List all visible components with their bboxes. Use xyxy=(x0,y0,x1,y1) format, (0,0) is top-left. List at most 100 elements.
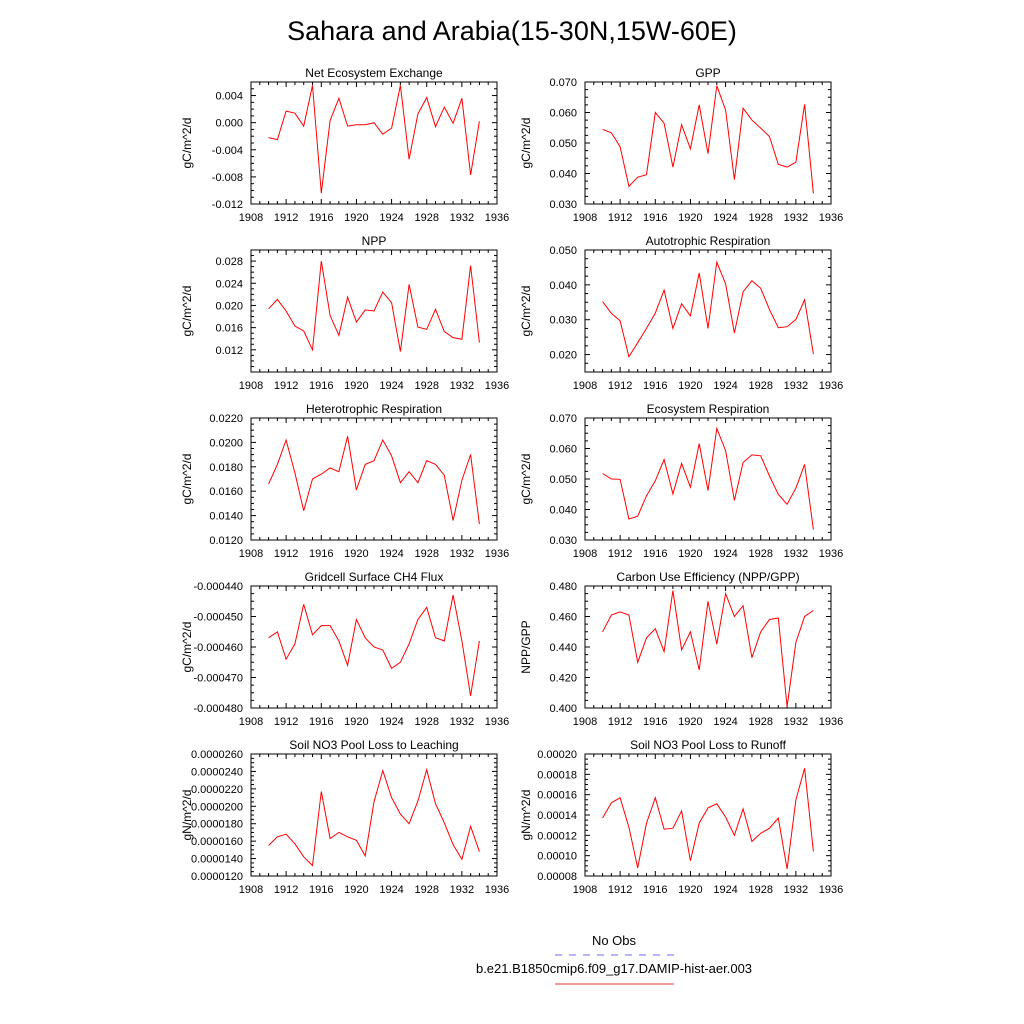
y-axis-label: gC/m^2/d xyxy=(180,286,194,337)
y-axis-label: gC/m^2/d xyxy=(519,286,533,337)
x-tick-label: 1924 xyxy=(379,212,403,224)
x-tick-label: 1928 xyxy=(748,380,772,392)
chart-gpp: GPP 1908 1912 1916 1920 1924 1928 1932 1936 0.030… xyxy=(519,66,843,224)
chart-net-ecosystem-exchange: Net Ecosystem Exchange 1908 1912 1916 1920 19… xyxy=(180,66,509,224)
y-tick-label: 0.000 xyxy=(215,118,243,130)
x-tick-label: 1924 xyxy=(713,212,737,224)
x-tick-label: 1932 xyxy=(784,884,808,896)
y-axis-label: gC/m^2/d xyxy=(519,118,533,169)
y-tick-label: 0.030 xyxy=(549,535,577,547)
y-tick-label: -0.000440 xyxy=(193,581,243,593)
y-tick-label: 0.040 xyxy=(549,505,577,517)
y-tick-label: 0.070 xyxy=(549,413,577,425)
plot-frame xyxy=(584,81,832,205)
series-line xyxy=(268,436,480,525)
x-tick-label: 1920 xyxy=(344,884,368,896)
x-tick-label: 1932 xyxy=(450,380,474,392)
x-tick-label: 1932 xyxy=(784,548,808,560)
x-tick-label: 1908 xyxy=(239,380,263,392)
x-tick-label: 1916 xyxy=(309,884,333,896)
x-tick-label: 1920 xyxy=(344,716,368,728)
chart-title: Net Ecosystem Exchange xyxy=(305,66,443,80)
y-tick-label: 0.420 xyxy=(549,673,577,685)
chart-title: Soil NO3 Pool Loss to Runoff xyxy=(630,738,787,752)
y-tick-label: 0.0140 xyxy=(209,511,243,523)
y-tick-label: 0.030 xyxy=(549,199,577,211)
y-tick-label: 0.0000140 xyxy=(191,854,243,866)
series-line xyxy=(268,261,480,352)
x-tick-label: 1924 xyxy=(713,548,737,560)
x-tick-label: 1920 xyxy=(678,716,702,728)
x-tick-label: 1936 xyxy=(485,716,509,728)
x-tick-label: 1916 xyxy=(309,548,333,560)
chart-title: Gridcell Surface CH4 Flux xyxy=(305,570,444,584)
chart-soil-no3-pool-loss-to-runoff: Soil NO3 Pool Loss to Runoff 1908 1912 1916… xyxy=(519,738,843,896)
legend-label-no-obs: No Obs xyxy=(592,933,637,948)
series-line xyxy=(268,767,480,867)
y-tick-label: 0.440 xyxy=(549,642,577,654)
y-tick-label: -0.000470 xyxy=(193,673,243,685)
x-tick-label: 1928 xyxy=(748,884,772,896)
y-tick-label: 0.0200 xyxy=(209,437,243,449)
x-tick-label: 1932 xyxy=(784,380,808,392)
x-tick-label: 1932 xyxy=(784,212,808,224)
x-tick-label: 1936 xyxy=(485,212,509,224)
y-tick-label: 0.480 xyxy=(549,581,577,593)
plot-frame xyxy=(584,417,832,541)
x-tick-label: 1924 xyxy=(713,884,737,896)
y-tick-label: -0.000480 xyxy=(193,703,243,715)
x-tick-label: 1912 xyxy=(274,548,298,560)
x-tick-label: 1936 xyxy=(819,716,843,728)
x-tick-label: 1912 xyxy=(608,380,632,392)
chart-title: NPP xyxy=(362,234,387,248)
x-tick-label: 1916 xyxy=(309,212,333,224)
series-line xyxy=(602,590,814,707)
y-tick-label: 0.050 xyxy=(549,474,577,486)
x-tick-label: 1928 xyxy=(414,380,438,392)
y-tick-label: 0.060 xyxy=(549,108,577,120)
y-axis-label: gN/m^2/d xyxy=(180,790,194,841)
figure-title: Sahara and Arabia(15-30N,15W-60E) xyxy=(287,16,737,46)
y-tick-label: 0.028 xyxy=(215,256,243,268)
x-tick-label: 1912 xyxy=(274,212,298,224)
x-tick-label: 1936 xyxy=(485,884,509,896)
x-tick-label: 1908 xyxy=(573,716,597,728)
y-tick-label: -0.000460 xyxy=(193,642,243,654)
x-tick-label: 1928 xyxy=(414,548,438,560)
x-tick-label: 1912 xyxy=(608,884,632,896)
x-tick-label: 1912 xyxy=(608,212,632,224)
x-tick-label: 1912 xyxy=(274,716,298,728)
y-tick-label: 0.00016 xyxy=(537,790,577,802)
x-tick-label: 1912 xyxy=(608,548,632,560)
x-tick-label: 1936 xyxy=(819,212,843,224)
x-tick-label: 1916 xyxy=(643,380,667,392)
y-tick-label: 0.0160 xyxy=(209,486,243,498)
x-tick-label: 1924 xyxy=(379,548,403,560)
y-tick-label: 0.00012 xyxy=(537,830,577,842)
y-tick-label: 0.004 xyxy=(215,91,243,103)
x-tick-label: 1928 xyxy=(748,716,772,728)
y-tick-label: 0.030 xyxy=(549,315,577,327)
x-tick-label: 1920 xyxy=(344,380,368,392)
x-tick-label: 1936 xyxy=(485,548,509,560)
y-tick-label: 0.00008 xyxy=(537,871,577,883)
chart-heterotrophic-respiration: Heterotrophic Respiration 1908 1912 1916 192… xyxy=(180,402,509,560)
x-tick-label: 1924 xyxy=(379,884,403,896)
series-line xyxy=(602,426,814,530)
x-tick-label: 1928 xyxy=(414,212,438,224)
y-tick-label: -0.004 xyxy=(212,145,243,157)
y-tick-label: 0.050 xyxy=(549,245,577,257)
chart-title: Carbon Use Efficiency (NPP/GPP) xyxy=(616,570,799,584)
x-tick-label: 1928 xyxy=(414,716,438,728)
chart-title: Ecosystem Respiration xyxy=(647,402,770,416)
x-tick-label: 1932 xyxy=(450,884,474,896)
y-tick-label: 0.00018 xyxy=(537,769,577,781)
y-tick-label: -0.012 xyxy=(212,199,243,211)
x-tick-label: 1936 xyxy=(485,380,509,392)
chart-title: Heterotrophic Respiration xyxy=(306,402,442,416)
y-tick-label: 0.0180 xyxy=(209,462,243,474)
x-tick-label: 1912 xyxy=(608,716,632,728)
y-tick-label: 0.0120 xyxy=(209,535,243,547)
y-tick-label: 0.0000200 xyxy=(191,801,243,813)
x-tick-label: 1908 xyxy=(573,212,597,224)
